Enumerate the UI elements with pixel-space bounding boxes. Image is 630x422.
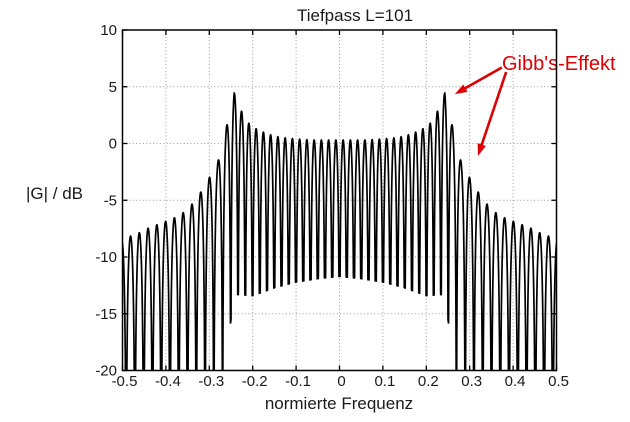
- chart-title: Tiefpass L=101: [296, 6, 414, 25]
- x-tick-label: 0.5: [548, 373, 569, 390]
- plot-border: [121, 29, 558, 372]
- annotation-arrowhead: [454, 84, 468, 95]
- y-tick-label: 0: [109, 136, 117, 153]
- x-tick-label: 0.2: [418, 373, 439, 390]
- x-tick-label: 0.3: [461, 373, 482, 390]
- x-tick-label: -0.1: [285, 373, 311, 390]
- annotation-arrowhead: [477, 143, 486, 156]
- gibbs-annotation-label: Gibb's-Effekt: [502, 53, 616, 75]
- x-tick-label: -0.3: [198, 373, 224, 390]
- y-tick-label: -10: [95, 249, 117, 266]
- x-tick-label: 0.1: [374, 373, 395, 390]
- annotation-arrow: [462, 66, 503, 91]
- response-curve: [122, 91, 557, 371]
- x-tick-label: 0.4: [505, 373, 526, 390]
- y-tick-label: -15: [95, 306, 117, 323]
- x-tick-label: -0.5: [112, 373, 138, 390]
- annotation-arrow: [479, 71, 508, 147]
- y-axis-label: |G| / dB: [26, 184, 84, 203]
- y-tick-label: 5: [109, 79, 117, 96]
- x-tick-label: 0: [337, 373, 345, 390]
- x-axis-label: normierte Frequenz: [264, 394, 414, 413]
- y-tick-label: 10: [100, 22, 117, 39]
- y-tick-label: -20: [95, 363, 117, 380]
- x-tick-label: -0.4: [155, 373, 181, 390]
- y-tick-label: -5: [104, 192, 117, 209]
- x-tick-label: -0.2: [242, 373, 268, 390]
